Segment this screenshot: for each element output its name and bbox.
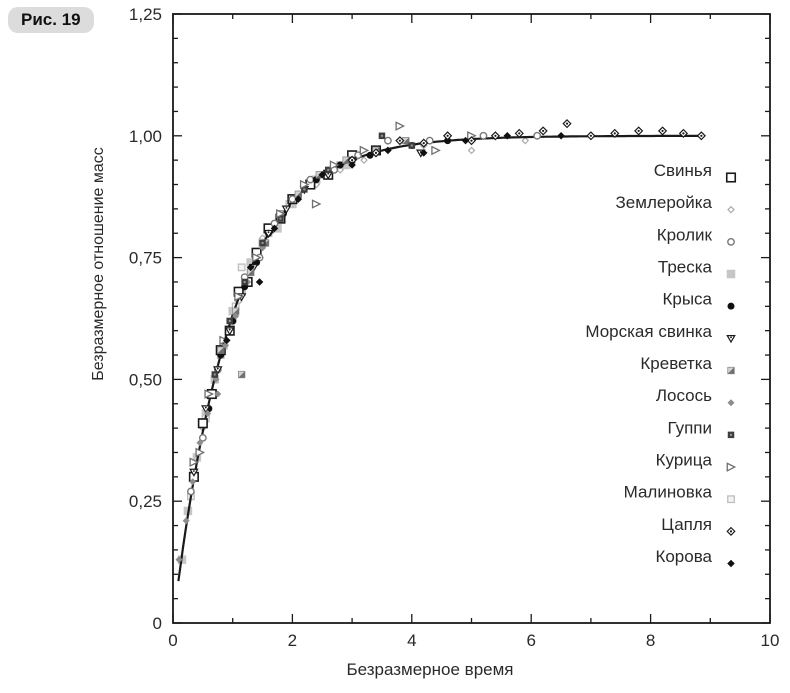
series-cod: [177, 160, 351, 564]
guppy-marker-icon: [727, 431, 735, 439]
y-tick-label: 0,50: [129, 370, 162, 389]
legend-item-cow: Корова: [655, 547, 735, 568]
series-heron: [347, 119, 706, 165]
cow-marker-icon: [727, 559, 735, 568]
legend-label-guinea-pig: Морская свинка: [585, 322, 712, 341]
y-tick-label: 1,00: [129, 127, 162, 146]
pig-marker-icon: [725, 172, 737, 183]
x-tick-label: 0: [168, 631, 177, 650]
legend-item-shrimp: Креветка: [640, 354, 735, 375]
legend-label-guppy: Гуппи: [668, 418, 712, 437]
y-axis-title: Безразмерное отношение масс: [90, 147, 107, 381]
series-pig: [188, 145, 382, 482]
x-tick-label: 4: [407, 631, 416, 650]
legend-label-shrew: Землеройка: [616, 193, 713, 212]
axis-ticks: [172, 13, 771, 624]
series-guinea-pig: [189, 149, 426, 477]
y-tick-label: 0: [153, 614, 162, 633]
legend-item-rat: Крыса: [662, 290, 735, 310]
cod-marker-icon: [726, 269, 736, 279]
series-salmon: [175, 244, 267, 564]
x-tick-labels: 0 2 4 6 8 10: [168, 631, 779, 650]
legend-item-pig: Свинья: [654, 161, 737, 183]
x-axis-title: Безразмерное время: [346, 660, 514, 679]
legend-label-chicken: Курица: [656, 451, 713, 470]
legend: Свинья Землеройка Кролик Треска Крыса Морская…: [585, 161, 737, 568]
x-tick-label: 6: [526, 631, 535, 650]
y-tick-label: 0,25: [129, 492, 162, 511]
legend-label-salmon: Лосось: [656, 386, 712, 405]
legend-label-robin: Малиновка: [624, 483, 713, 502]
legend-item-rabbit: Кролик: [657, 225, 735, 246]
legend-item-heron: Цапля: [661, 515, 736, 536]
salmon-marker-icon: [727, 399, 735, 407]
legend-label-heron: Цапля: [661, 515, 712, 534]
legend-item-guppy: Гуппи: [668, 418, 735, 439]
legend-item-guinea-pig: Морская свинка: [585, 322, 736, 344]
y-tick-labels: 0 0,25 0,50 0,75 1,00 1,25: [129, 5, 162, 633]
heron-marker-icon: [726, 526, 736, 536]
x-tick-label: 2: [288, 631, 297, 650]
legend-item-chicken: Курица: [656, 451, 737, 472]
legend-item-salmon: Лосось: [656, 386, 735, 407]
y-tick-label: 0,75: [129, 249, 162, 268]
rabbit-marker-icon: [727, 237, 735, 246]
shrew-marker-icon: [727, 205, 735, 214]
series-rabbit: [187, 131, 542, 496]
series-cow: [222, 132, 565, 345]
legend-label-shrimp: Креветка: [640, 354, 712, 373]
legend-label-cow: Корова: [655, 547, 712, 566]
legend-label-pig: Свинья: [654, 161, 712, 180]
legend-item-robin: Малиновка: [624, 483, 735, 504]
chicken-marker-icon: [726, 462, 737, 472]
figure-label-badge: Рис. 19: [8, 7, 94, 33]
series-shrimp: [217, 137, 410, 379]
shrimp-marker-icon: [727, 366, 735, 375]
legend-label-cod: Треска: [658, 258, 713, 277]
legend-label-rabbit: Кролик: [657, 225, 713, 244]
legend-item-shrew: Землеройка: [616, 193, 735, 214]
robin-marker-icon: [727, 495, 735, 504]
series-chicken: [189, 121, 477, 468]
x-tick-label: 10: [761, 631, 780, 650]
series-robin: [187, 161, 345, 501]
rat-marker-icon: [727, 302, 735, 310]
y-tick-label: 1,25: [129, 5, 162, 24]
x-tick-label: 8: [646, 631, 655, 650]
legend-label-rat: Крыса: [662, 290, 712, 309]
legend-item-cod: Треска: [658, 258, 736, 279]
series-guppy: [211, 132, 416, 378]
guinea-pig-marker-icon: [726, 335, 736, 344]
